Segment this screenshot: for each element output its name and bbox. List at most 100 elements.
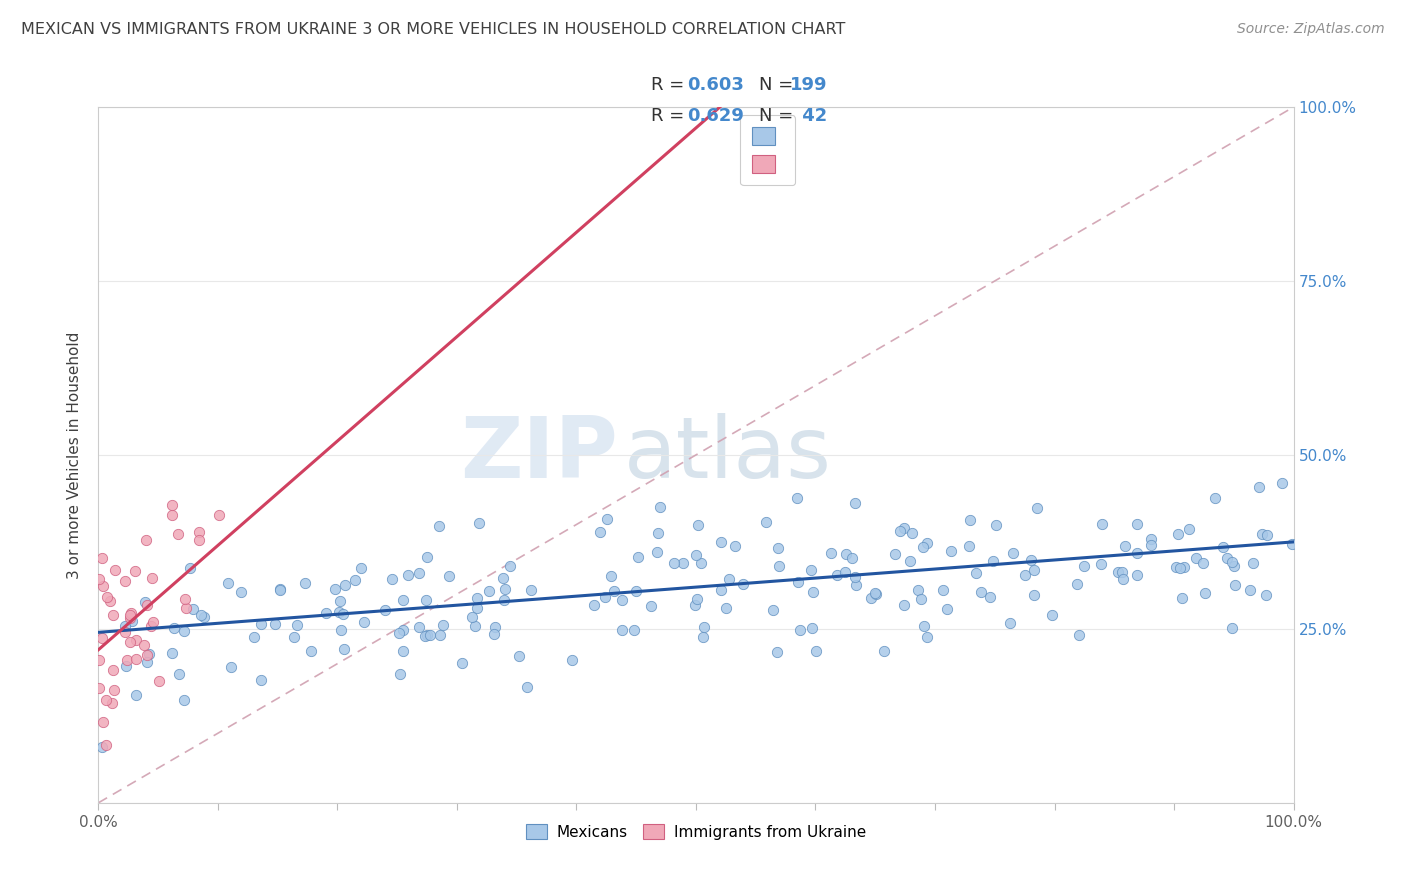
Point [264,616,287,631]
Point [492,593,515,607]
Point [672,557,695,571]
Point [135,533,157,547]
Point [1178,522,1201,536]
Text: Source: ZipAtlas.com: Source: ZipAtlas.com [1237,22,1385,37]
Point [1111,572,1133,586]
Point [907,582,929,597]
Text: 42: 42 [796,107,827,125]
Point [889,524,911,539]
Point [979,591,1001,605]
Point [408,620,430,634]
Point [118,608,141,623]
Point [688,518,710,533]
Point [768,541,790,555]
Point [686,592,709,607]
Point [283,630,305,644]
Point [898,554,921,568]
Point [217,576,239,591]
Point [981,553,1004,567]
Point [863,586,886,600]
Point [1126,546,1149,560]
Point [120,635,142,649]
Point [330,623,353,637]
Point [787,575,810,590]
Text: N =: N = [759,76,793,94]
Point [125,632,148,647]
Point [1222,621,1244,635]
Point [1167,527,1189,541]
Point [173,624,195,639]
Point [710,583,733,598]
Point [582,599,605,613]
Point [915,631,938,645]
Point [800,562,823,576]
Point [825,567,848,582]
Point [844,495,866,509]
Point [1170,591,1192,605]
Point [820,546,842,560]
Point [179,561,201,575]
Point [1073,559,1095,574]
Point [498,558,520,573]
Point [148,673,170,688]
Point [163,622,186,636]
Point [692,630,714,644]
Point [181,602,204,616]
Point [1204,491,1226,506]
Point [437,568,460,582]
Point [429,628,451,642]
Point [415,628,437,642]
Point [231,584,253,599]
Point [103,683,125,698]
Text: 0.603: 0.603 [688,76,744,94]
Point [910,591,932,606]
Point [125,652,148,666]
Point [844,570,866,584]
Point [408,566,430,580]
Point [1066,576,1088,591]
Point [1002,546,1025,560]
Point [484,627,506,641]
Point [1107,565,1129,579]
Point [1090,517,1112,532]
Point [396,567,419,582]
Point [1281,537,1303,551]
Point [1271,475,1294,490]
Point [114,625,136,640]
Point [610,593,633,607]
Point [766,645,789,659]
Point [114,619,136,633]
Point [1040,607,1063,622]
Point [911,540,934,554]
Point [388,626,411,640]
Point [416,549,439,564]
Text: 199: 199 [790,76,828,94]
Point [710,535,733,549]
Point [561,652,583,666]
Point [124,564,146,578]
Point [640,599,662,613]
Point [1140,538,1163,552]
Point [243,631,266,645]
Point [427,519,450,533]
Point [1111,566,1133,580]
Point [89,572,111,586]
Point [391,623,413,637]
Point [957,540,980,554]
Point [599,569,621,583]
Point [87,681,110,695]
Point [939,543,962,558]
Point [329,594,352,608]
Point [173,692,195,706]
Point [269,582,291,596]
Point [160,646,183,660]
Point [801,585,824,599]
Point [121,614,143,628]
Point [912,619,935,633]
Point [1192,556,1215,570]
Point [139,619,162,633]
Point [419,628,441,642]
Point [1250,527,1272,541]
Point [167,526,190,541]
Point [841,551,863,566]
